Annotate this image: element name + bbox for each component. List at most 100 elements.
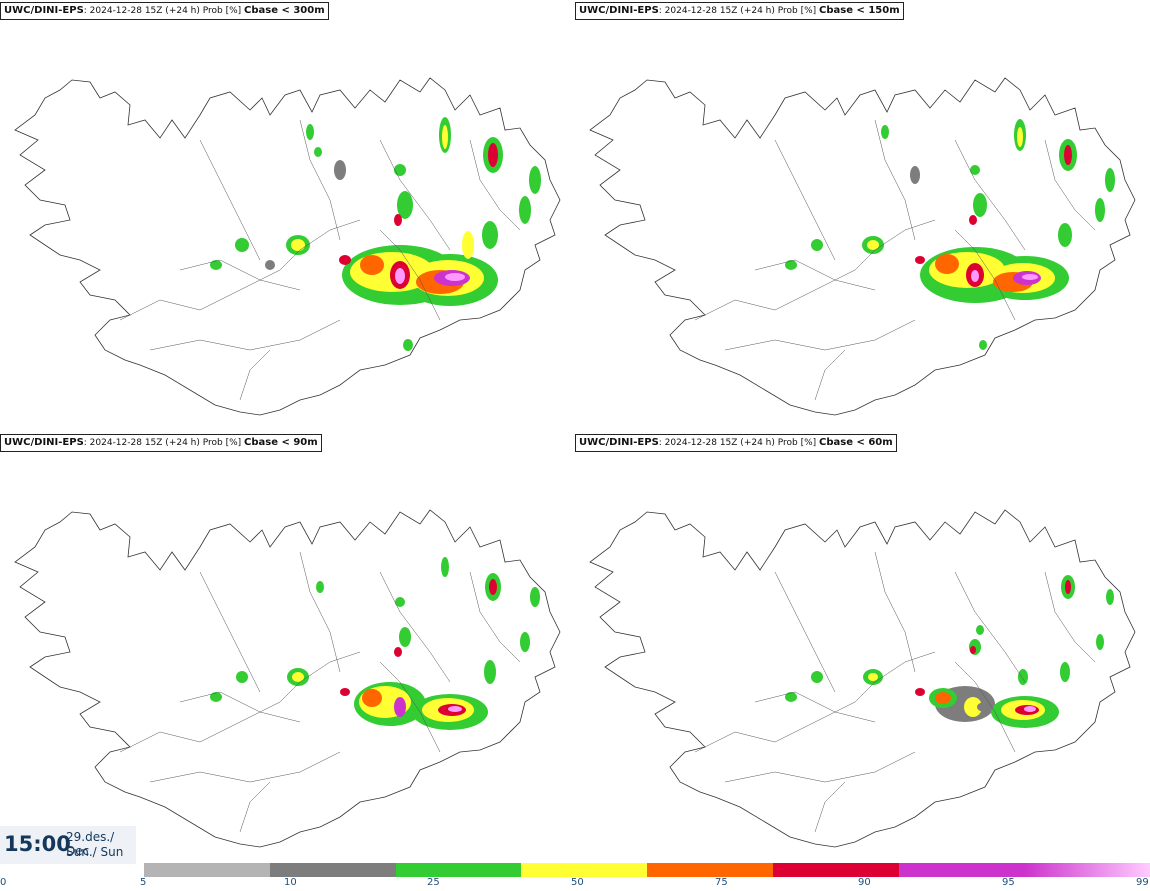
- probability-area: [442, 125, 448, 149]
- probability-area: [811, 671, 823, 683]
- probability-area: [976, 625, 984, 635]
- boundary-line: [379, 229, 441, 321]
- probability-area: [394, 214, 402, 226]
- probability-area: [484, 660, 496, 684]
- probability-area: [399, 627, 411, 647]
- valid-day: Sun./ Sun: [66, 845, 124, 859]
- probability-area: [1024, 706, 1036, 712]
- legend-tick-label: 5: [140, 877, 147, 888]
- valid-time: 15:00: [4, 832, 71, 856]
- boundary-line: [754, 259, 876, 291]
- probability-area: [397, 191, 413, 219]
- probability-area: [977, 702, 993, 712]
- probability-area: [403, 339, 413, 351]
- probability-area: [881, 125, 889, 139]
- legend-tick-label: 95: [1002, 877, 1015, 888]
- probability-area: [1095, 198, 1105, 222]
- legend-swatch: [144, 863, 270, 877]
- boundary-line: [469, 571, 521, 663]
- color-legend: [144, 863, 1150, 877]
- probability-area: [395, 268, 405, 284]
- probability-area: [210, 260, 222, 270]
- valid-time-box: 15:00 29.des./ Dec Sun./ Sun: [0, 826, 136, 864]
- probability-area: [973, 193, 987, 217]
- boundary-line: [814, 781, 846, 833]
- boundary-line: [379, 571, 451, 683]
- probability-area: [1105, 168, 1115, 192]
- probability-area: [265, 260, 275, 270]
- probability-area: [291, 239, 305, 251]
- probability-area: [1058, 223, 1072, 247]
- probability-area: [488, 143, 498, 167]
- probability-area: [935, 254, 959, 274]
- probability-area: [395, 597, 405, 607]
- probability-area: [1018, 669, 1028, 685]
- boundary-line: [179, 259, 301, 291]
- coastline: [14, 509, 561, 848]
- probability-area: [868, 673, 878, 681]
- valid-date: 29.des./ Dec: [66, 830, 115, 858]
- boundary-line: [724, 319, 916, 351]
- probability-area: [236, 671, 248, 683]
- probability-area: [915, 256, 925, 264]
- boundary-line: [774, 571, 836, 693]
- legend-swatch: [521, 863, 647, 877]
- boundary-line: [299, 119, 341, 241]
- probability-area: [519, 196, 531, 224]
- map-title: UWC/DINI-EPS: 2024-12-28 15Z (+24 h) Pro…: [575, 2, 904, 20]
- probability-area: [785, 260, 797, 270]
- probability-area: [970, 165, 980, 175]
- probability-area: [362, 689, 382, 707]
- legend-tick-label: 50: [571, 877, 584, 888]
- map-title: UWC/DINI-EPS: 2024-12-28 15Z (+24 h) Pro…: [0, 2, 329, 20]
- map-title: UWC/DINI-EPS: 2024-12-28 15Z (+24 h) Pro…: [0, 434, 322, 452]
- probability-area: [441, 557, 449, 577]
- legend-swatch: [269, 863, 396, 877]
- probability-area: [915, 688, 925, 696]
- boundary-line: [954, 571, 1026, 683]
- probability-area: [360, 255, 384, 275]
- boundary-line: [954, 139, 1026, 251]
- coastline: [14, 77, 561, 416]
- legend-swatch: [898, 863, 1025, 877]
- legend-tick-label: 25: [427, 877, 440, 888]
- boundary-line: [239, 349, 271, 401]
- iceland-map: [14, 509, 561, 848]
- map-panel-bottom-left: UWC/DINI-EPS: 2024-12-28 15Z (+24 h) Pro…: [0, 432, 575, 864]
- probability-area: [482, 221, 498, 249]
- probability-area: [314, 147, 322, 157]
- legend-swatch: [1024, 863, 1150, 877]
- probability-area: [970, 646, 976, 654]
- probability-area: [910, 166, 920, 184]
- probability-area: [935, 692, 951, 704]
- legend-tick-label: 10: [284, 877, 297, 888]
- boundary-line: [149, 751, 341, 783]
- probability-area: [979, 340, 987, 350]
- probability-area: [867, 240, 879, 250]
- probability-area: [530, 587, 540, 607]
- probability-area: [1065, 580, 1071, 594]
- probability-area: [1064, 145, 1072, 165]
- probability-area: [292, 672, 304, 682]
- boundary-line: [469, 139, 521, 231]
- probability-area: [445, 273, 465, 281]
- boundary-line: [774, 139, 836, 261]
- probability-area: [394, 647, 402, 657]
- probability-area: [811, 239, 823, 251]
- legend-tick-label: 75: [715, 877, 728, 888]
- boundary-line: [1044, 139, 1096, 231]
- boundary-line: [874, 551, 916, 673]
- map-panel-bottom-right: UWC/DINI-EPS: 2024-12-28 15Z (+24 h) Pro…: [575, 432, 1150, 864]
- boundary-line: [379, 661, 441, 753]
- probability-area: [971, 270, 979, 282]
- probability-area: [489, 579, 497, 595]
- legend-tick-label: 90: [858, 877, 871, 888]
- probability-area: [394, 164, 406, 176]
- boundary-line: [299, 551, 341, 673]
- probability-area: [785, 692, 797, 702]
- boundary-line: [379, 139, 451, 251]
- iceland-map: [589, 77, 1136, 416]
- probability-area: [316, 581, 324, 593]
- boundary-line: [874, 119, 916, 241]
- boundary-line: [179, 691, 301, 723]
